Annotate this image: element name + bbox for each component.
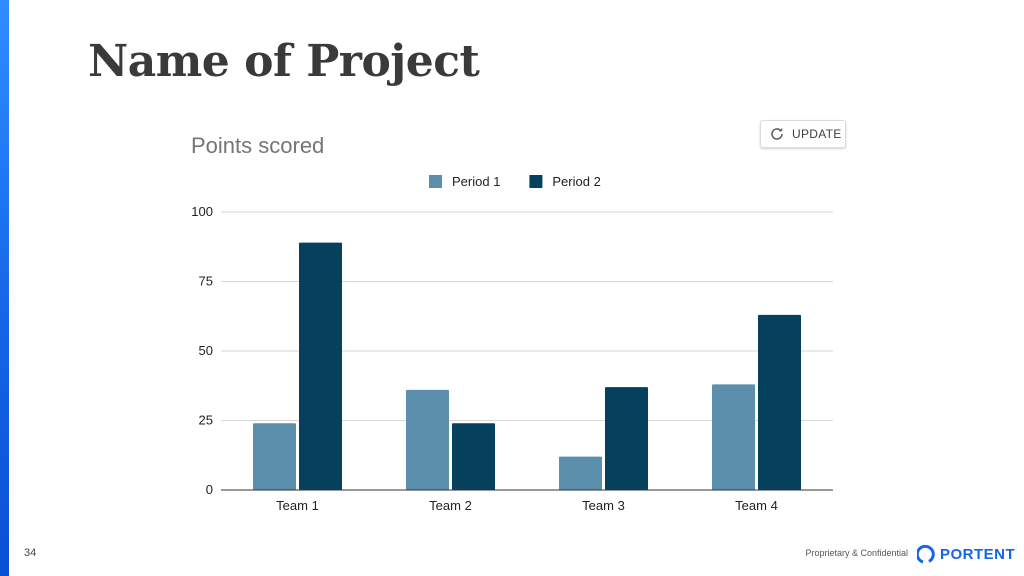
- legend-label: Period 2: [552, 174, 600, 189]
- update-button-label: UPDATE: [792, 127, 842, 141]
- y-tick-label: 75: [199, 274, 213, 289]
- legend-swatch: [429, 175, 442, 188]
- x-tick-label: Team 3: [582, 498, 625, 513]
- slide-title: Name of Project: [88, 36, 480, 87]
- bar: [758, 314, 801, 490]
- refresh-icon: [769, 126, 785, 142]
- x-tick-label: Team 1: [276, 498, 319, 513]
- y-tick-label: 50: [199, 343, 213, 358]
- y-tick-label: 100: [191, 204, 213, 219]
- bar: [406, 389, 449, 490]
- y-tick-label: 25: [199, 413, 213, 428]
- brand-logo: PORTENT: [917, 543, 1015, 565]
- bar: [712, 384, 755, 490]
- update-button[interactable]: UPDATE: [760, 120, 846, 148]
- bar: [605, 387, 648, 490]
- bar: [559, 456, 602, 490]
- page-number: 34: [24, 547, 37, 559]
- y-tick-label: 0: [206, 482, 213, 497]
- bar: [253, 423, 296, 490]
- legend-label: Period 1: [452, 174, 500, 189]
- legend-swatch: [529, 175, 543, 188]
- confidential-notice: Proprietary & Confidential: [805, 548, 908, 558]
- x-tick-label: Team 2: [429, 498, 472, 513]
- brand-name: PORTENT: [940, 545, 1016, 563]
- chart-title: Points scored: [191, 133, 325, 158]
- x-tick-label: Team 4: [735, 498, 778, 513]
- bar: [452, 423, 495, 490]
- portent-logo-icon: [917, 544, 935, 564]
- bar: [299, 242, 342, 490]
- accent-bar: [0, 0, 9, 576]
